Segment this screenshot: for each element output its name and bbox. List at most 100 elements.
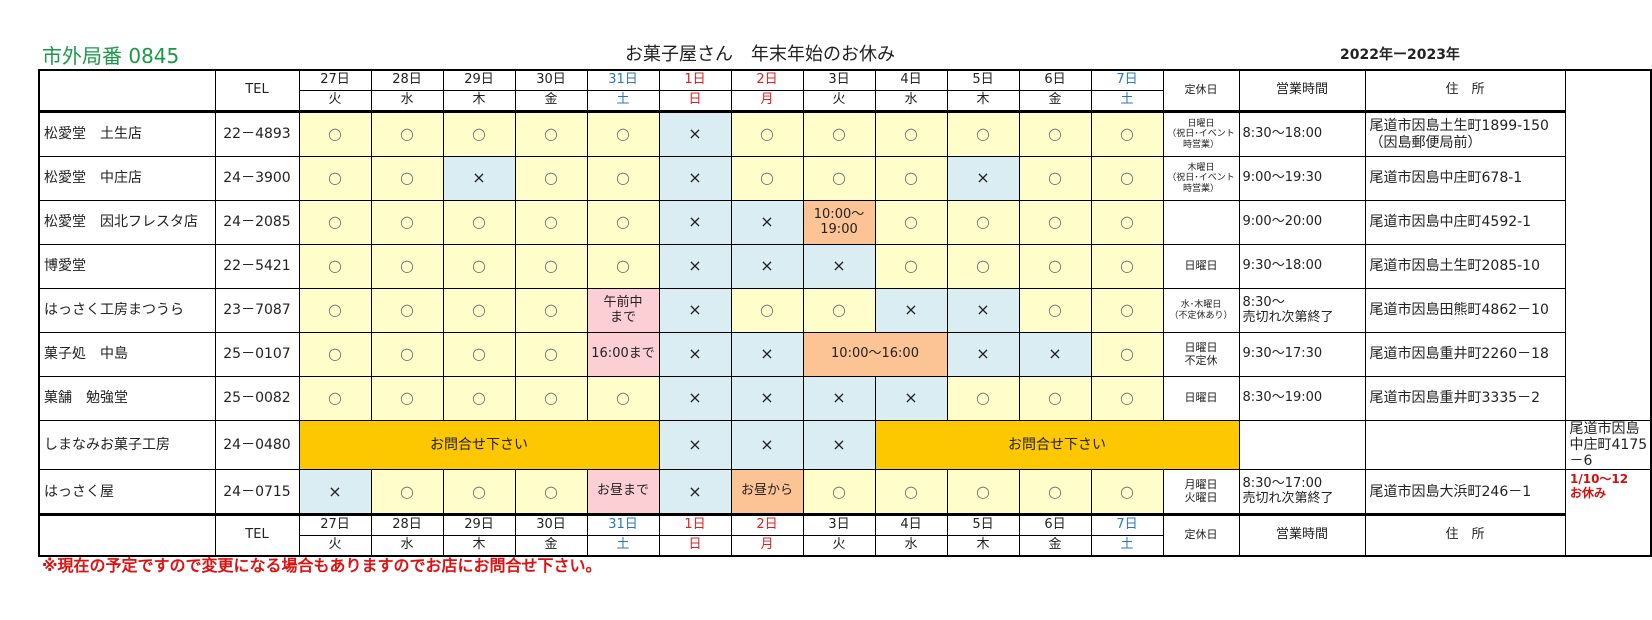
header-weekday: 木: [946, 90, 1020, 113]
header-weekday: 土: [1090, 90, 1164, 113]
header-weekday: 月: [730, 90, 804, 113]
status-open: ○: [730, 288, 804, 333]
business-hours: 9:30～18:00: [1238, 244, 1366, 289]
status-open: ○: [802, 111, 876, 157]
header-date: 28日: [370, 69, 444, 91]
status-open: ○: [874, 111, 948, 157]
header-weekday: 火: [802, 535, 876, 557]
table-row: 松愛堂 中庄店 24－3900 ○ ○ × ○ ○ × ○ ○ ○ × ○ ○ 木曜日 （祝日･イベント 時…: [38, 156, 1651, 201]
business-hours: 9:30～17:30: [1238, 332, 1366, 377]
header-date: 30日: [514, 69, 588, 91]
shop-name: はっさく屋: [38, 469, 216, 516]
table-row: しまなみお菓子工房 24－0480 お問合せ下さい × × × お問合せ下さい 尾道市因島中庄…: [38, 419, 1652, 471]
header-weekday: 木: [442, 90, 516, 113]
status-closed: ×: [658, 469, 732, 516]
shop-address: 尾道市因島土生町2085-10: [1364, 244, 1566, 289]
status-closed: ×: [874, 288, 948, 333]
business-hours: [1364, 419, 1566, 471]
status-open: ○: [442, 288, 516, 333]
status-note-pink: 午前中 まで: [586, 288, 660, 333]
status-open: ○: [874, 200, 948, 245]
area-code: 市外局番 0845: [42, 44, 180, 68]
regular-holiday: [1162, 200, 1240, 245]
header-hours: 営業時間: [1238, 513, 1366, 557]
shop-address: 尾道市因島田熊町4862－10: [1364, 288, 1566, 333]
shop-address: 尾道市因島重井町3335－2: [1364, 376, 1566, 421]
header-date: 1日: [658, 69, 732, 91]
regular-holiday: 日曜日: [1162, 376, 1240, 421]
status-closed: ×: [298, 469, 372, 516]
status-open: ○: [514, 200, 588, 245]
shop-name: 菓子処 中島: [38, 332, 216, 377]
header-weekday: 水: [370, 90, 444, 113]
status-open: ○: [1018, 111, 1092, 157]
header-holiday: 定休日: [1162, 513, 1240, 557]
shop-name: 松愛堂 中庄店: [38, 156, 216, 201]
header-weekday: 水: [874, 535, 948, 557]
status-open: ○: [514, 376, 588, 421]
status-open: ○: [1090, 469, 1164, 516]
status-closed: ×: [802, 376, 876, 421]
regular-holiday: 木曜日 （祝日･イベント 時営業）: [1162, 156, 1240, 201]
status-closed: ×: [730, 244, 804, 289]
status-open: ○: [514, 469, 588, 516]
header-address: 住 所: [1364, 69, 1566, 113]
header-date: 29日: [442, 69, 516, 91]
header-date: 5日: [946, 513, 1020, 537]
status-closed: ×: [730, 332, 804, 377]
status-open: ○: [1090, 200, 1164, 245]
regular-holiday: 日曜日: [1162, 244, 1240, 289]
status-open: ○: [298, 332, 372, 377]
status-open: ○: [1018, 200, 1092, 245]
status-open: ○: [442, 469, 516, 516]
status-open: ○: [514, 244, 588, 289]
status-closed: ×: [946, 332, 1020, 377]
status-closed: ×: [658, 419, 732, 471]
table-row: はっさく屋 24－0715 × ○ ○ ○ お昼まで × お昼から ○ ○ ○ ○ ○ 月曜日 火曜日 8:3…: [38, 469, 1651, 516]
status-open: ○: [874, 469, 948, 516]
status-open: ○: [1018, 288, 1092, 333]
footer-note: ※現在の予定ですので変更になる場合もありますのでお店にお問合せ下さい。: [42, 556, 602, 575]
year-label: 2022年ー2023年: [1340, 47, 1460, 63]
status-closed: ×: [658, 111, 732, 157]
shop-tel: 24－3900: [214, 156, 300, 201]
status-open: ○: [370, 376, 444, 421]
header-row: TEL 27日 28日 29日 30日 31日 1日 2日 3日 4日 5日 6日 7日 定休日 営業時間住…: [38, 69, 1651, 113]
shop-name: 菓舗 勉強堂: [38, 376, 216, 421]
shop-name: 博愛堂: [38, 244, 216, 289]
header-weekday: 土: [1090, 535, 1164, 557]
regular-holiday: 月曜日 火曜日: [1162, 469, 1240, 516]
header-date: 3日: [802, 513, 876, 537]
status-open: ○: [514, 111, 588, 157]
table-row: 松愛堂 因北フレスタ店 24－2085 ○ ○ ○ ○ ○ × × 10:00～ 19:00 ○ ○ ○…: [38, 200, 1651, 245]
status-open: ○: [370, 111, 444, 157]
status-closed: ×: [658, 156, 732, 201]
status-open: ○: [946, 111, 1020, 157]
business-hours: 8:30～17:00 売切れ次第終了: [1238, 469, 1366, 516]
status-open: ○: [298, 156, 372, 201]
status-open: ○: [802, 288, 876, 333]
header-weekday: 金: [514, 90, 588, 113]
shop-tel: 24－0715: [214, 469, 300, 516]
status-open: ○: [370, 469, 444, 516]
status-open: ○: [946, 376, 1020, 421]
page-title: お菓子屋さん 年末年始のお休み: [625, 44, 895, 65]
status-open: ○: [1090, 332, 1164, 377]
status-open: ○: [730, 156, 804, 201]
shop-address: 尾道市因島土生町1899-150 （因島郵便局前）: [1364, 111, 1566, 157]
shop-name: 松愛堂 因北フレスタ店: [38, 200, 216, 245]
status-open: ○: [1018, 376, 1092, 421]
status-open: ○: [1090, 111, 1164, 157]
business-hours: 8:30～ 売切れ次第終了: [1238, 288, 1366, 333]
header-date: 27日: [298, 69, 372, 91]
status-closed: ×: [946, 288, 1020, 333]
header-date: 31日: [586, 513, 660, 537]
status-open: ○: [802, 469, 876, 516]
status-closed: ×: [658, 200, 732, 245]
header-weekday: 木: [442, 535, 516, 557]
header-date: 6日: [1018, 513, 1092, 537]
status-open: ○: [586, 376, 660, 421]
status-open: ○: [298, 376, 372, 421]
regular-holiday: [1238, 419, 1366, 471]
header-date: 5日: [946, 69, 1020, 91]
